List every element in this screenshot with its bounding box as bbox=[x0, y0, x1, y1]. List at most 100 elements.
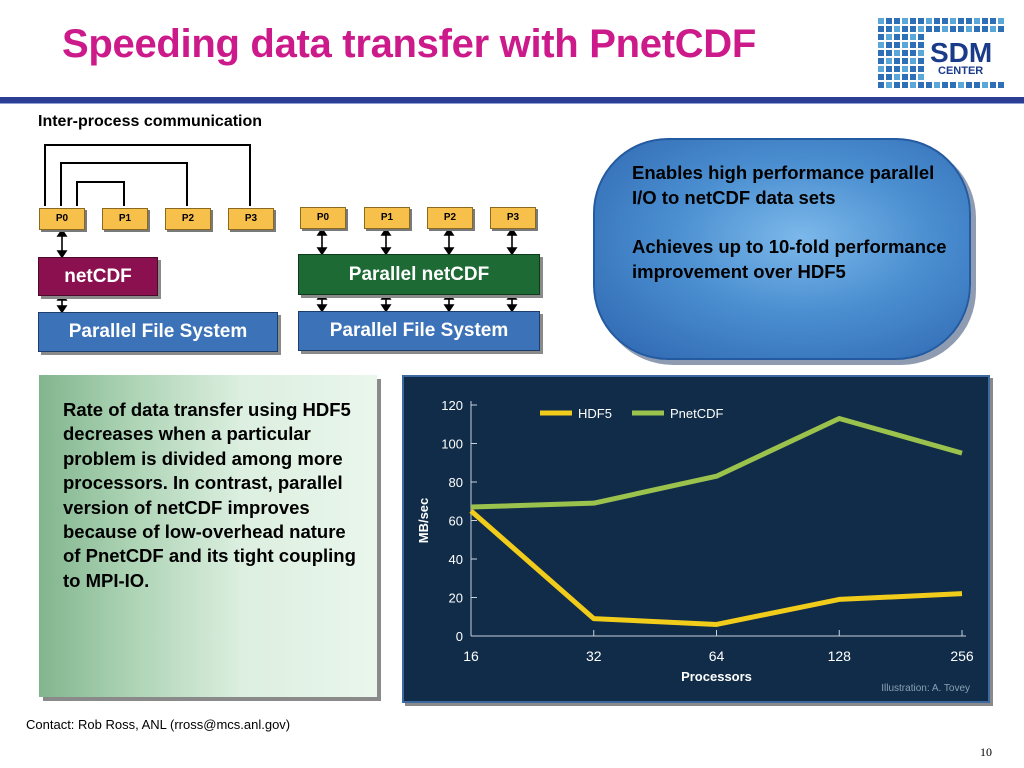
logo-square bbox=[998, 26, 1004, 32]
logo-square bbox=[910, 42, 916, 48]
series-line-hdf5 bbox=[469, 508, 963, 627]
logo-square bbox=[902, 26, 908, 32]
logo-square bbox=[958, 18, 964, 24]
logo-square bbox=[934, 82, 940, 88]
logo-square bbox=[974, 82, 980, 88]
left-process-p3: P3 bbox=[228, 208, 274, 230]
y-tick-label-80: 80 bbox=[449, 475, 463, 490]
contact-info: Contact: Rob Ross, ANL (rross@mcs.anl.go… bbox=[26, 717, 291, 732]
logo-square bbox=[886, 58, 892, 64]
logo-square bbox=[878, 18, 884, 24]
series-line-pnetcdf bbox=[470, 415, 963, 510]
y-tick-label-100: 100 bbox=[441, 437, 463, 452]
logo-square bbox=[990, 18, 996, 24]
arrow-head-up bbox=[506, 227, 518, 236]
left-process-p2: P2 bbox=[165, 208, 211, 230]
right-process-p2: P2 bbox=[427, 207, 473, 229]
logo-square bbox=[910, 34, 916, 40]
sdm-center-logo: SDM CENTER bbox=[878, 18, 1008, 88]
logo-square bbox=[942, 82, 948, 88]
arrow-head-up bbox=[316, 227, 328, 236]
x-tick-label-32: 32 bbox=[586, 648, 602, 664]
legend-label-pnetcdf: PnetCDF bbox=[670, 406, 724, 421]
logo-square bbox=[966, 82, 972, 88]
x-tick-label-64: 64 bbox=[709, 648, 725, 664]
y-tick-label-120: 120 bbox=[441, 398, 463, 413]
logo-square bbox=[878, 42, 884, 48]
logo-square bbox=[894, 50, 900, 56]
arrow-head-up bbox=[316, 291, 328, 300]
x-axis-title: Processors bbox=[681, 669, 752, 684]
logo-line1: SDM bbox=[930, 37, 992, 68]
logo-square bbox=[982, 26, 988, 32]
logo-square bbox=[910, 82, 916, 88]
parallel-file-system-right: Parallel File System bbox=[298, 311, 540, 351]
logo-square bbox=[886, 18, 892, 24]
arrow-head-up bbox=[506, 291, 518, 300]
logo-square bbox=[926, 18, 932, 24]
arrow-head-up bbox=[380, 227, 392, 236]
arrow-head-down bbox=[443, 247, 455, 256]
logo-square bbox=[878, 26, 884, 32]
logo-square bbox=[918, 42, 924, 48]
title-divider-thin bbox=[0, 103, 1024, 104]
x-tick-label-256: 256 bbox=[950, 648, 974, 664]
netcdf-box: netCDF bbox=[38, 257, 158, 296]
logo-square bbox=[950, 82, 956, 88]
logo-square bbox=[894, 18, 900, 24]
logo-square bbox=[918, 34, 924, 40]
logo-square bbox=[982, 18, 988, 24]
arrow-head-down bbox=[56, 250, 68, 259]
logo-square bbox=[950, 26, 956, 32]
arrow-head-up bbox=[443, 227, 455, 236]
logo-square bbox=[878, 34, 884, 40]
arrow-head-down bbox=[506, 247, 518, 256]
right-process-p0: P0 bbox=[300, 207, 346, 229]
callout-para-2: Achieves up to 10-fold performance impro… bbox=[632, 236, 947, 282]
y-tick-label-20: 20 bbox=[449, 591, 463, 606]
arrow-head-up bbox=[443, 291, 455, 300]
logo-square bbox=[878, 58, 884, 64]
logo-square bbox=[878, 82, 884, 88]
callout-blob bbox=[593, 138, 971, 360]
logo-square bbox=[902, 82, 908, 88]
logo-square bbox=[942, 26, 948, 32]
logo-square bbox=[918, 82, 924, 88]
logo-square bbox=[950, 18, 956, 24]
arrow-head-down bbox=[380, 304, 392, 313]
page-number: 10 bbox=[980, 745, 992, 759]
logo-square bbox=[918, 74, 924, 80]
logo-square bbox=[894, 66, 900, 72]
parallel-netcdf-box: Parallel netCDF bbox=[298, 254, 540, 295]
slide-title: Speeding data transfer with PnetCDF bbox=[62, 22, 757, 66]
logo-square bbox=[894, 26, 900, 32]
logo-square bbox=[974, 18, 980, 24]
right-process-p1: P1 bbox=[364, 207, 410, 229]
left-process-p0: P0 bbox=[39, 208, 85, 230]
logo-square bbox=[934, 18, 940, 24]
logo-square bbox=[902, 18, 908, 24]
logo-square bbox=[958, 82, 964, 88]
x-tick-label-16: 16 bbox=[463, 648, 479, 664]
logo-square bbox=[918, 50, 924, 56]
logo-square bbox=[878, 50, 884, 56]
logo-square bbox=[886, 42, 892, 48]
logo-square bbox=[886, 26, 892, 32]
callout-text: Enables high performance parallel I/O to… bbox=[632, 160, 952, 308]
arrow-head-down bbox=[443, 304, 455, 313]
logo-square bbox=[918, 66, 924, 72]
arrow-head-down bbox=[380, 247, 392, 256]
logo-square bbox=[902, 66, 908, 72]
description-text: Rate of data transfer using HDF5 decreas… bbox=[63, 399, 356, 591]
logo-grid-icon bbox=[878, 18, 1004, 88]
chart-frame bbox=[402, 375, 990, 703]
y-tick-label-60: 60 bbox=[449, 514, 463, 529]
arrow-head-up bbox=[56, 228, 68, 237]
logo-square bbox=[918, 58, 924, 64]
logo-square bbox=[878, 74, 884, 80]
title-divider bbox=[0, 97, 1024, 103]
logo-square bbox=[894, 74, 900, 80]
logo-square bbox=[942, 18, 948, 24]
logo-square bbox=[918, 18, 924, 24]
